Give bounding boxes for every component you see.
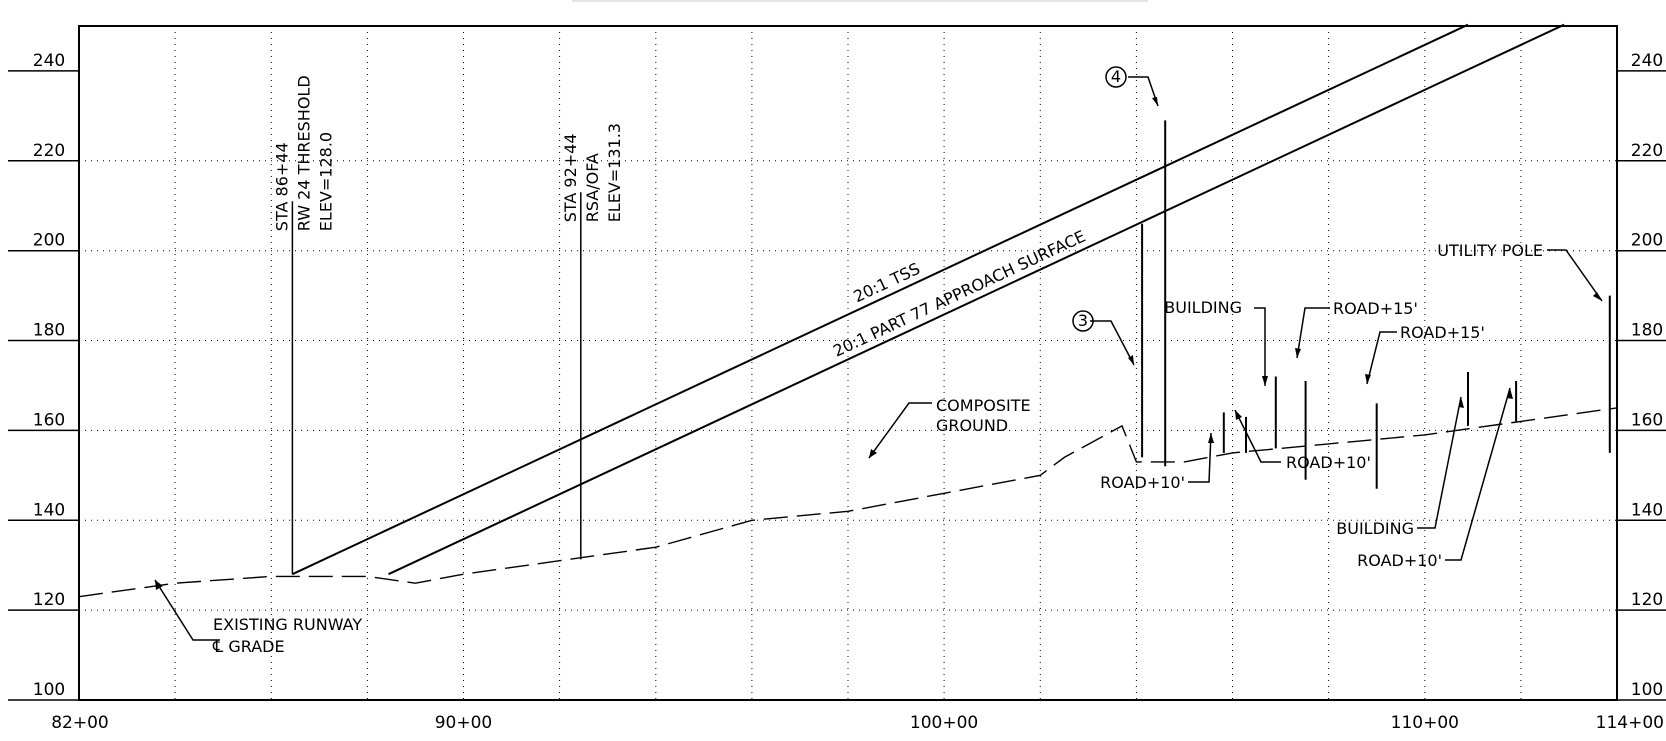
building-b-arrowhead [1459,397,1464,408]
y-tick-label-left: 140 [33,500,65,520]
road-e-leader [1445,387,1511,561]
callout-4-arrowhead [1152,97,1158,106]
ground-arrowhead [869,449,877,458]
road-b-label: ROAD+10' [1286,453,1371,472]
runway-grade-leader [154,579,220,641]
rsa-station-name: RSA/OFA [583,153,602,222]
ground-label-line1: COMPOSITE [936,396,1031,415]
building-a-arrowhead [1262,376,1268,386]
road-a-label: ROAD+10' [1100,473,1185,492]
road-a-arrowhead [1208,433,1214,443]
utility-pole-arrowhead [1593,292,1602,301]
y-tick-label-left: 200 [33,231,65,251]
tss-label: 20:1 TSS [850,259,922,306]
obstacles [1141,120,1611,489]
callout-3-leader [1090,320,1135,366]
y-tick-label-right: 220 [1631,141,1663,161]
utility-pole-label: UTILITY POLE [1437,241,1543,260]
scan-artifact [572,0,1148,2]
road-e-arrowhead [1507,388,1513,399]
y-tick-label-right: 240 [1631,51,1663,71]
part77-surface-line [388,23,1565,576]
road-d-label: ROAD+15' [1400,323,1485,342]
callout-4-leader [1128,76,1159,107]
ground-label-line2: GROUND [936,416,1008,435]
road-e-label: ROAD+10' [1357,551,1442,570]
callout-3-arrowhead [1128,355,1134,365]
x-tick-label: 90+00 [435,713,493,733]
x-tick-label: 82+00 [51,713,109,733]
callout-3-number: 3 [1078,311,1088,330]
building-a-leader [1254,307,1266,386]
rsa-station-label: STA 92+44 RSA/OFA ELEV=131.3 [561,123,624,222]
threshold-station-elev: ELEV=128.0 [316,132,335,231]
threshold-station-name: RW 24 THRESHOLD [294,75,313,231]
road-b-leader [1234,409,1281,463]
building-b-label: BUILDING [1336,519,1414,538]
callout-4-number: 4 [1111,67,1121,86]
y-tick-label-left: 160 [33,410,65,430]
road-d-leader [1366,331,1397,385]
utility-pole-leader [1547,249,1603,302]
building-b-leader [1417,396,1462,529]
runway-grade-label-line2: ℄ GRADE [212,637,285,656]
y-tick-label-left: 220 [33,141,65,161]
y-tick-label-right: 120 [1631,590,1663,610]
tss-surface-line [291,23,1469,576]
road-d-arrowhead [1365,374,1371,384]
x-tick-label: 100+00 [910,713,978,733]
road-c-leader [1296,307,1330,359]
road-c-label: ROAD+15' [1333,299,1418,318]
y-tick-label-left: 100 [33,680,65,700]
y-tick-label-left: 180 [33,321,65,341]
y-tick-label-right: 160 [1631,410,1663,430]
x-tick-label: 110+00 [1391,713,1459,733]
grid [79,26,1617,700]
ground-leader [868,402,932,459]
y-tick-label-left: 240 [33,51,65,71]
threshold-station-label: STA 86+44 RW 24 THRESHOLD ELEV=128.0 [272,70,335,231]
callout-3-circle [1072,310,1094,332]
y-tick-label-right: 100 [1631,680,1663,700]
leader-lines [154,76,1603,641]
y-tick-label-left: 120 [33,590,65,610]
composite-ground-line [78,407,1618,598]
runway-grade-arrowhead [155,580,163,590]
building-a-label: BUILDING [1164,298,1242,317]
y-tick-label-right: 200 [1631,231,1663,251]
axis-ticks: 100 100 120 120 140 140 160 160 180 180 200 200 220 2… [8,51,1666,733]
rsa-station-number: STA 92+44 [561,133,580,222]
callout-4-circle [1105,66,1127,88]
y-tick-label-right: 140 [1631,500,1663,520]
plot-frame [78,25,1618,701]
road-b-arrowhead [1235,410,1242,420]
runway-grade-label-line1: EXISTING RUNWAY [213,615,362,634]
station-markers: STA 86+44 RW 24 THRESHOLD ELEV=128.0 STA… [272,70,624,575]
annotation-labels: EXISTING RUNWAY ℄ GRADE COMPOSITE GROUND… [212,66,1543,656]
threshold-station-number: STA 86+44 [272,142,291,231]
road-a-leader [1188,432,1212,483]
road-c-arrowhead [1295,348,1301,358]
x-tick-label: 114+00 [1596,713,1664,733]
y-tick-label-right: 180 [1631,321,1663,341]
rsa-station-elev: ELEV=131.3 [605,123,624,222]
